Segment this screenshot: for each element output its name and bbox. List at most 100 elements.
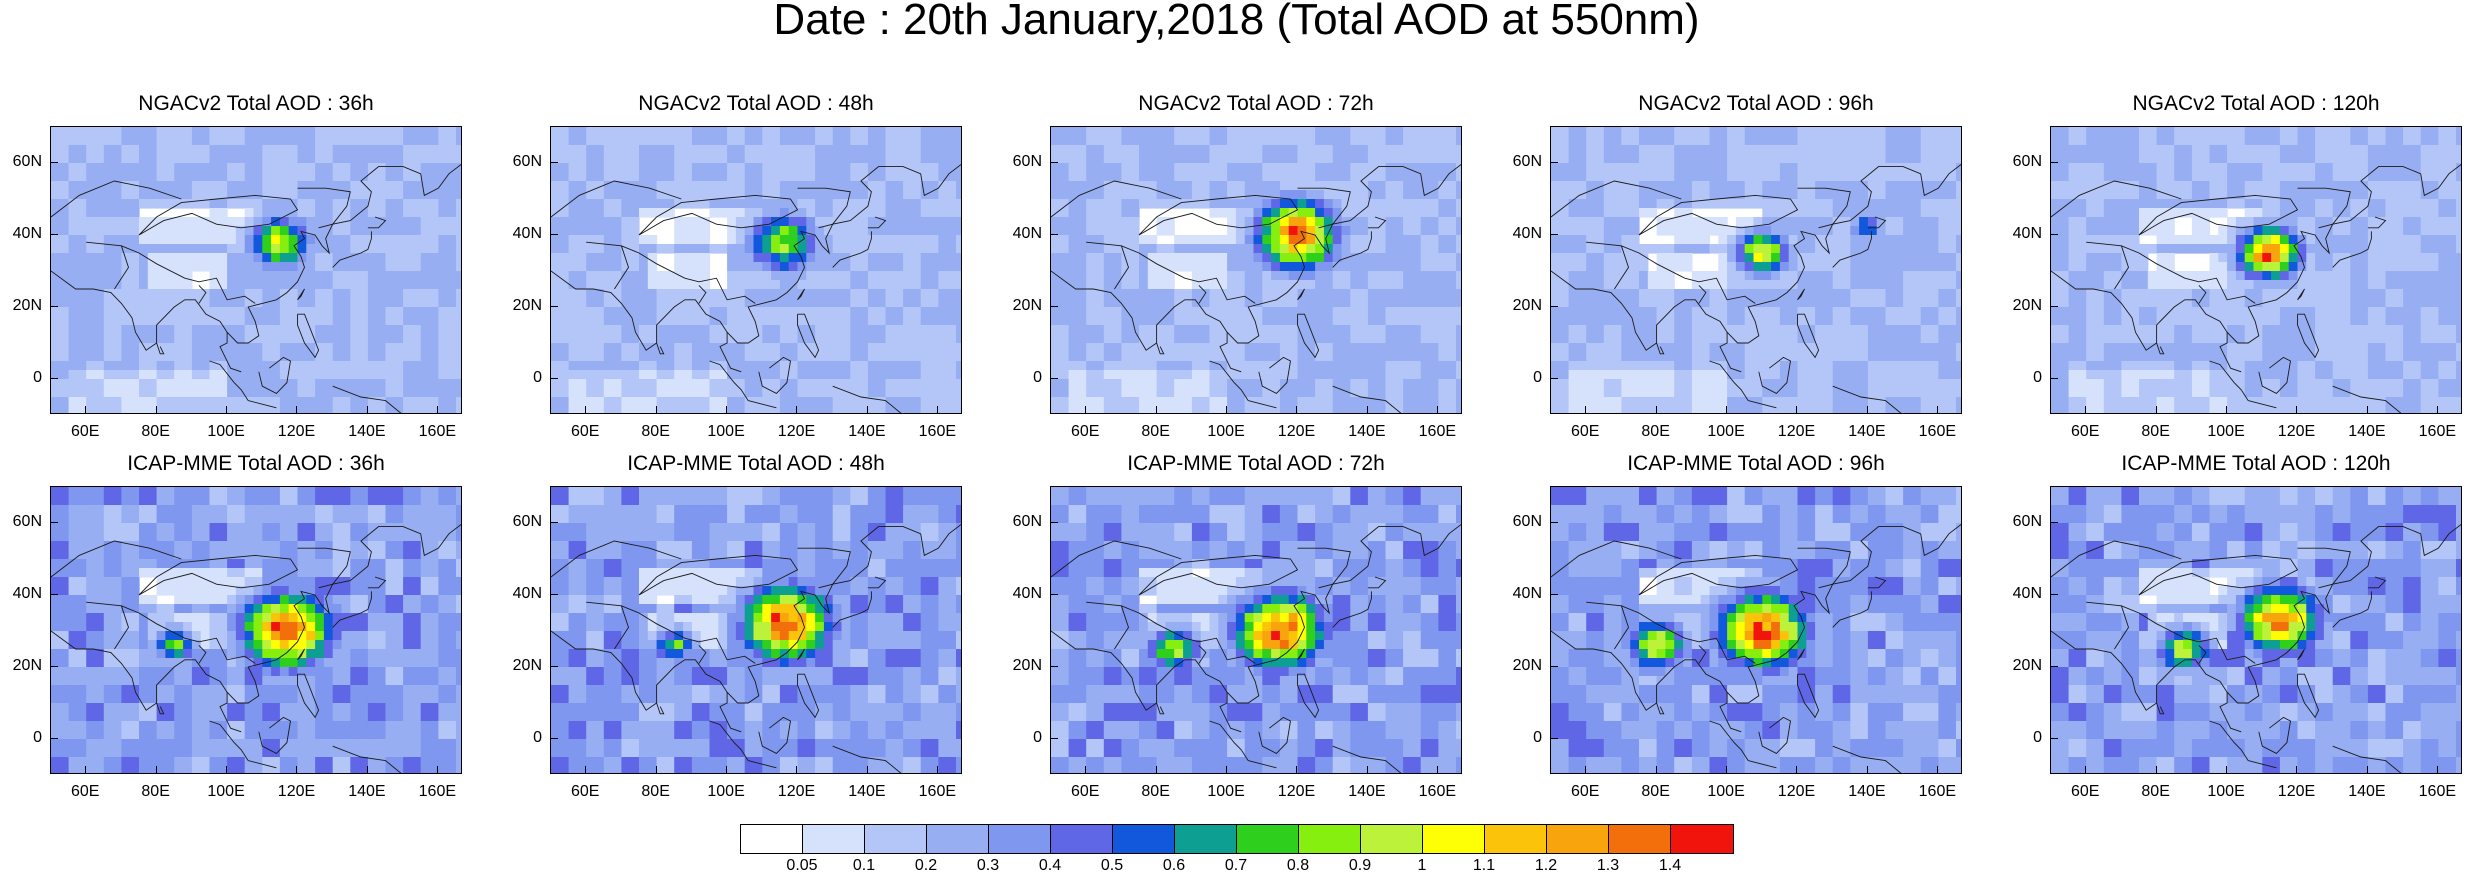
aod-cell — [209, 352, 219, 362]
aod-cell — [1438, 262, 1448, 272]
aod-cell — [1577, 190, 1587, 200]
aod-cell — [603, 208, 614, 218]
aod-cell — [1068, 199, 1078, 209]
lon-tick — [226, 406, 228, 414]
aod-cell — [1165, 379, 1175, 389]
aod-cell — [1806, 181, 1816, 191]
aod-cell — [297, 307, 307, 317]
aod-cell — [1359, 352, 1369, 362]
aod-cell — [376, 280, 387, 290]
aod-cell — [1306, 298, 1316, 308]
aod-cell — [139, 406, 149, 413]
aod-cell — [929, 199, 939, 209]
aod-cell — [771, 397, 781, 407]
aod-cell — [779, 145, 790, 155]
aod-cell — [876, 397, 887, 407]
aod-cell — [341, 163, 351, 173]
aod-cell — [1647, 172, 1658, 182]
aod-cell — [112, 190, 122, 200]
aod-cell — [1227, 136, 1237, 146]
aod-cell — [1227, 154, 1237, 164]
aod-cell — [262, 244, 272, 254]
aod-cell — [1429, 235, 1439, 245]
aod-cell — [350, 352, 360, 362]
aod-cell — [612, 145, 622, 155]
aod-cell — [1209, 280, 1219, 290]
aod-cell — [1139, 145, 1149, 155]
aod-cell — [367, 397, 378, 407]
aod-cell — [1147, 154, 1158, 164]
aod-cell — [1244, 244, 1255, 254]
aod-cell — [1420, 406, 1431, 413]
aod-cell — [315, 334, 325, 344]
aod-cell — [683, 190, 693, 200]
aod-cell — [559, 325, 570, 335]
aod-cell — [456, 145, 461, 155]
aod-cell — [332, 370, 343, 380]
aod-cell — [603, 289, 614, 299]
aod-cell — [762, 388, 772, 398]
aod-cell — [850, 217, 860, 227]
aod-cell — [1376, 199, 1387, 209]
aod-cell — [938, 289, 948, 299]
aod-cell — [95, 325, 105, 335]
aod-cell — [1341, 352, 1351, 362]
aod-cell — [577, 271, 587, 281]
aod-cell — [797, 226, 807, 236]
aod-cell — [1103, 190, 1114, 200]
aod-cell — [1859, 163, 1869, 173]
aod-cell — [147, 388, 158, 398]
aod-cell — [691, 280, 702, 290]
aod-cell — [394, 379, 404, 389]
aod-cell — [403, 190, 413, 200]
aod-cell — [323, 127, 334, 137]
aod-cell — [718, 172, 728, 182]
aod-cell — [806, 145, 816, 155]
aod-cell — [700, 280, 711, 290]
aod-cell — [577, 253, 587, 263]
aod-cell — [621, 190, 631, 200]
aod-cell — [674, 388, 684, 398]
aod-cell — [315, 352, 325, 362]
aod-cell — [1744, 190, 1755, 200]
aod-cell — [262, 352, 272, 362]
aod-cell — [1956, 154, 1961, 164]
aod-cell — [341, 226, 351, 236]
aod-cell — [121, 289, 131, 299]
aod-cell — [1297, 244, 1307, 254]
aod-cell — [323, 298, 334, 308]
aod-cell — [1385, 253, 1395, 263]
aod-cell — [403, 352, 413, 362]
aod-cell — [1068, 334, 1078, 344]
aod-cell — [262, 406, 272, 413]
aod-cell — [367, 235, 378, 245]
aod-cell — [1403, 199, 1413, 209]
aod-cell — [209, 127, 219, 137]
aod-cell — [859, 334, 869, 344]
aod-cell — [859, 397, 869, 407]
aod-cell — [630, 154, 640, 164]
aod-cell — [621, 370, 631, 380]
aod-cell — [1209, 127, 1219, 137]
aod-cell — [1771, 190, 1781, 200]
aod-cell — [306, 190, 316, 200]
aod-cell — [1447, 181, 1457, 191]
aod-cell — [253, 208, 263, 218]
aod-cell — [51, 280, 61, 290]
aod-cell — [744, 208, 755, 218]
aod-cell — [200, 388, 211, 398]
aod-cell — [586, 163, 596, 173]
aod-cell — [68, 343, 78, 353]
aod-cell — [1762, 136, 1772, 146]
aod-cell — [762, 316, 772, 326]
aod-cell — [691, 145, 702, 155]
aod-cell — [1447, 307, 1457, 317]
aod-cell — [1077, 181, 1087, 191]
aod-cell — [86, 154, 96, 164]
aod-cell — [1174, 244, 1184, 254]
aod-cell — [59, 163, 70, 173]
aod-cell — [551, 172, 561, 182]
aod-cell — [894, 352, 904, 362]
aod-cell — [797, 163, 807, 173]
aod-cell — [315, 163, 325, 173]
